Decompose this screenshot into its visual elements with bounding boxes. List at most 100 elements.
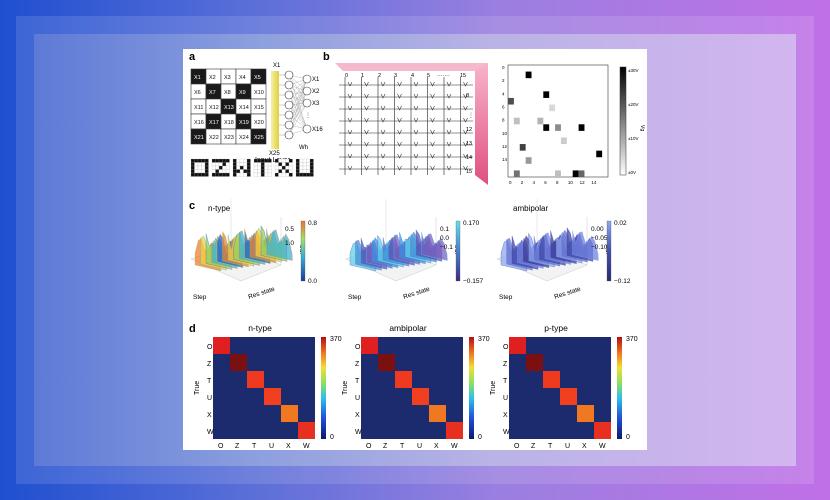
col-label: T	[400, 443, 405, 450]
grid-cell-label: X15	[254, 105, 264, 111]
crossbar-device	[397, 81, 402, 87]
diagonal-cell	[594, 422, 611, 439]
heatmap-cell	[555, 170, 561, 177]
grid-cell-label: X7	[209, 90, 216, 96]
z-tick: 1.0	[285, 240, 294, 247]
heatmap-cell	[572, 170, 579, 177]
y-axis-label: Res state	[247, 286, 276, 301]
colorbar-tick: 0	[478, 434, 482, 441]
grid-cell-label: X17	[209, 120, 219, 126]
x-bottom-label: X25	[269, 151, 280, 157]
surface-colorbar	[300, 220, 306, 282]
grid-cell-label: X12	[209, 105, 219, 111]
input-neuron	[284, 90, 294, 100]
grid-cell-label: X2	[209, 75, 216, 81]
crossbar-device	[364, 165, 369, 171]
diagonal-cell	[446, 422, 463, 439]
colorbar-tick: 370	[478, 336, 490, 343]
crossbar-device	[446, 105, 452, 111]
crossbar-device	[397, 129, 402, 135]
heatmap-xtick: 6	[544, 180, 547, 185]
input-grid: X1 X2 X3 X4 X5 X6 X7 X8 X9 X10 X11 X12 X13 X14 X15 X16 X…	[190, 68, 267, 145]
col-label: T	[548, 443, 553, 450]
heatmap-ytick: 8	[502, 118, 505, 123]
output-neuron	[302, 98, 312, 108]
letter-pattern-w	[232, 158, 251, 177]
row-label: U	[207, 395, 212, 402]
row-tick: 0	[466, 93, 469, 99]
diagonal-cell	[395, 371, 412, 388]
crossbar-device	[463, 105, 468, 111]
crossbar-device	[380, 105, 386, 111]
heatmap-ytick: 0	[502, 65, 505, 70]
crossbar-device	[430, 81, 435, 87]
crossbar-device	[380, 81, 386, 87]
colorbar-tick: 0	[330, 434, 334, 441]
row-label: O	[207, 344, 213, 351]
col-label: Z	[235, 443, 240, 450]
heatmap-xtick: 0	[509, 180, 512, 185]
colorbar-min: 0.0	[308, 278, 317, 285]
crossbar-device	[347, 165, 353, 171]
diagonal-cell	[577, 405, 594, 422]
col-label: X	[434, 443, 439, 450]
crossbar-device	[430, 165, 435, 171]
crossbar-device	[380, 129, 386, 135]
crossbar-device	[413, 141, 419, 147]
diagonal-cell	[412, 388, 429, 405]
grid-cell-label: X1	[194, 75, 201, 81]
heatmap-frame	[507, 64, 609, 178]
heatmap-xtick: 14	[591, 180, 597, 185]
col-label: O	[366, 443, 372, 450]
letter-pattern-t	[253, 158, 272, 177]
letter-pattern-u	[295, 158, 314, 177]
crossbar-device	[446, 117, 452, 123]
letter-pattern-o	[190, 158, 209, 177]
row-label: U	[355, 395, 360, 402]
grid-cell-label: X25	[254, 135, 264, 141]
neuron-label: X16	[312, 127, 323, 133]
crossbar-device	[347, 153, 353, 159]
grid-cell-label: X13	[224, 105, 234, 111]
colorbar-max: 0.02	[614, 220, 627, 227]
heatmap-cell	[513, 170, 520, 177]
z-tick: −0.1	[440, 244, 453, 251]
surface-ribbon	[421, 231, 448, 261]
w-label: Wh	[299, 145, 308, 151]
col-label: T	[252, 443, 257, 450]
crossbar-device	[397, 117, 402, 123]
crossbar-device	[364, 105, 369, 111]
surface-colorbar	[606, 220, 612, 282]
heatmap-ytick: 10	[502, 131, 508, 136]
matrix-colorbar	[617, 337, 622, 439]
input-neuron	[284, 130, 294, 140]
confusion-matrix-n-type: n-typeOOZZTTUUXXWWpredictTrue3700	[194, 323, 342, 450]
pink-bar-top	[335, 63, 488, 71]
crossbar-device	[364, 117, 369, 123]
crossbar-device	[463, 153, 468, 159]
grid-cell-label: X23	[224, 135, 234, 141]
input-neuron	[284, 110, 294, 120]
y-axis-label: True	[490, 381, 497, 395]
col-label: Z	[383, 443, 388, 450]
col-label: Z	[531, 443, 536, 450]
crossbar-device	[446, 141, 452, 147]
grid-cell-label: X4	[239, 75, 246, 81]
colorbar-tick: 370	[626, 336, 638, 343]
vg-colorbar	[619, 66, 627, 176]
heatmap-xtick: 8	[556, 180, 559, 185]
heatmap-cell	[508, 97, 514, 105]
colorbar-tick: ±30V	[628, 68, 638, 73]
grid-cell-label: X10	[254, 90, 264, 96]
diagonal-cell	[509, 337, 526, 354]
diagonal-cell	[247, 371, 264, 388]
crossbar-device	[380, 93, 386, 99]
col-label: W	[599, 443, 606, 450]
colorbar-tick: ±20V	[628, 102, 638, 107]
panel-a-label: a	[189, 51, 196, 63]
crossbar-device	[446, 81, 452, 87]
row-tick: 12	[466, 127, 472, 133]
matrix-title: ambipolar	[389, 323, 426, 333]
grid-cell-label: X9	[239, 90, 246, 96]
row-tick: 15	[466, 169, 472, 175]
